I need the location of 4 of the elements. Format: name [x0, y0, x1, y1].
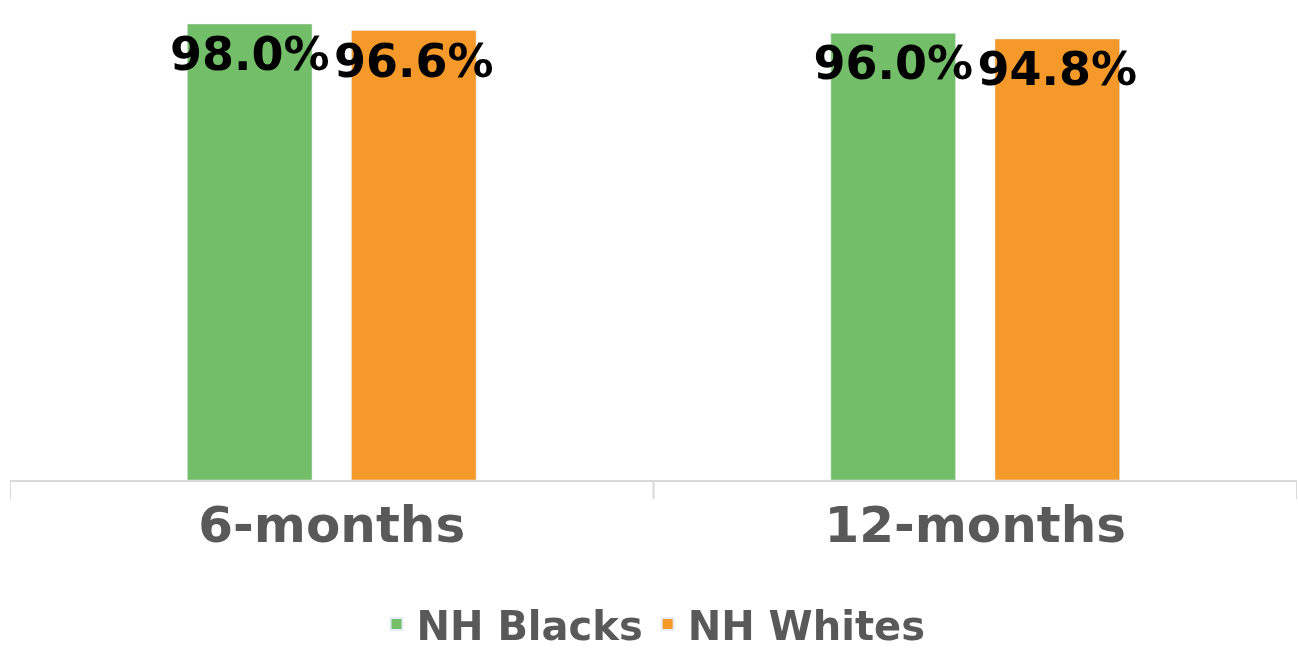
x-tick-label: 6-months [198, 496, 466, 554]
legend-label: NH Blacks [416, 602, 643, 649]
x-tick-label: 12-months [824, 496, 1127, 554]
legend-label: NH Whites [687, 602, 925, 649]
